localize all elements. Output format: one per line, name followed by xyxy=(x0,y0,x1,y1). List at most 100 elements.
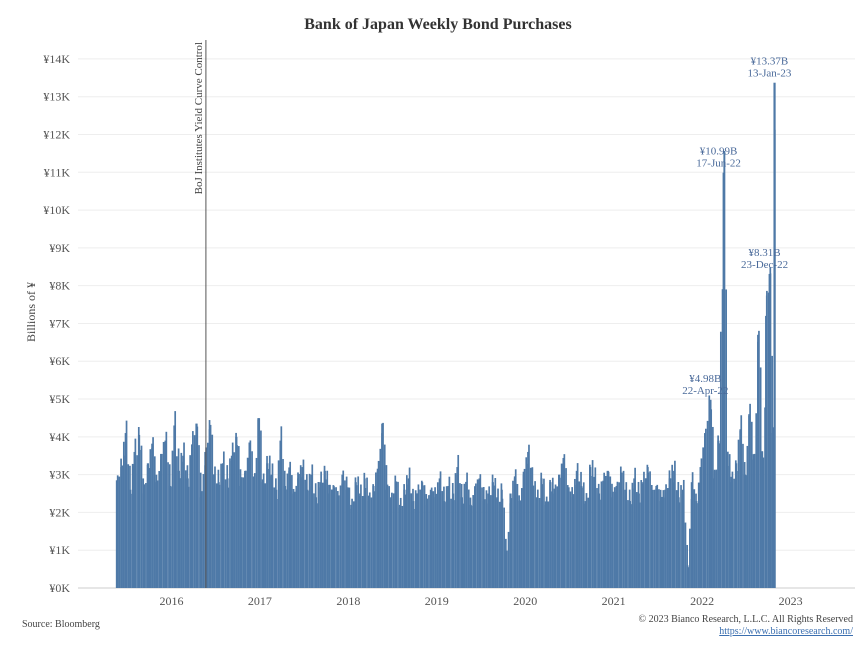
bar xyxy=(445,486,448,588)
bar xyxy=(436,482,439,588)
grid-lines xyxy=(78,58,855,589)
bar xyxy=(715,469,718,588)
bar xyxy=(198,445,200,588)
bar xyxy=(246,457,249,588)
bar xyxy=(472,495,475,588)
bar xyxy=(690,482,693,588)
bar xyxy=(650,497,654,588)
bar xyxy=(556,486,559,588)
bar xyxy=(155,482,158,588)
bar xyxy=(681,489,685,588)
bar xyxy=(370,497,373,588)
bar xyxy=(520,488,523,588)
bar xyxy=(186,478,189,588)
bar xyxy=(419,489,421,588)
bar xyxy=(335,487,337,588)
bar xyxy=(438,478,441,588)
bar xyxy=(575,470,578,588)
bar xyxy=(383,444,386,588)
y-tick-label: ¥12K xyxy=(43,127,70,141)
bar xyxy=(180,452,183,588)
bar xyxy=(344,480,346,588)
bar xyxy=(206,442,209,588)
bar xyxy=(450,498,452,588)
website-link[interactable]: https://www.biancoresearch.com/ xyxy=(719,626,853,637)
x-tick-label: 2020 xyxy=(513,594,537,608)
bar xyxy=(252,478,256,588)
bar xyxy=(193,435,196,588)
bar xyxy=(478,478,481,588)
bar xyxy=(184,470,187,588)
bar xyxy=(742,443,744,588)
bar xyxy=(675,490,678,588)
bar xyxy=(627,500,629,588)
bar xyxy=(168,485,172,588)
bar xyxy=(394,482,397,588)
bar xyxy=(301,467,304,588)
bar xyxy=(659,501,662,588)
bar xyxy=(615,485,618,588)
bar xyxy=(239,485,242,588)
bar xyxy=(686,565,689,588)
bar xyxy=(261,482,264,588)
bar xyxy=(405,475,408,588)
bar xyxy=(549,482,552,588)
bar xyxy=(397,481,399,588)
bar xyxy=(666,488,669,588)
bar xyxy=(416,493,419,588)
bar xyxy=(268,455,271,588)
bar xyxy=(392,493,395,588)
bar xyxy=(425,504,428,588)
x-tick-label: 2018 xyxy=(336,594,360,608)
y-axis-label: Billions of ¥ xyxy=(24,282,38,342)
bar xyxy=(330,489,333,588)
annotation-date: 17-Jun-22 xyxy=(696,158,741,170)
bar xyxy=(750,421,753,588)
bar xyxy=(551,477,554,588)
bar xyxy=(658,489,660,588)
bar xyxy=(500,489,503,588)
bar xyxy=(503,507,505,588)
bar xyxy=(385,489,388,588)
bar xyxy=(699,467,702,588)
bar xyxy=(145,483,147,588)
bar xyxy=(708,395,711,588)
bar xyxy=(460,497,463,588)
bar xyxy=(235,436,238,588)
bar xyxy=(429,489,433,588)
bar xyxy=(149,449,152,588)
bar xyxy=(518,501,521,588)
bar xyxy=(743,474,747,588)
bar xyxy=(527,451,530,588)
bar xyxy=(737,439,740,588)
bar xyxy=(124,433,127,588)
x-tick-label: 2017 xyxy=(248,594,272,608)
event-marker: BoJ Institutes Yield Curve Control xyxy=(193,40,207,588)
bar xyxy=(587,497,590,588)
bar xyxy=(297,478,300,588)
bar xyxy=(171,450,174,588)
bar xyxy=(319,482,322,588)
bar xyxy=(224,479,227,588)
y-tick-label: ¥10K xyxy=(43,203,70,217)
bar xyxy=(310,474,313,588)
bar xyxy=(644,478,647,588)
bar xyxy=(589,467,592,588)
bar xyxy=(695,501,698,588)
bar xyxy=(173,425,176,588)
bar xyxy=(292,493,295,588)
bar xyxy=(379,448,382,588)
bar xyxy=(611,497,614,588)
bar xyxy=(721,289,724,588)
bar xyxy=(443,501,446,588)
bar xyxy=(248,448,251,588)
bar xyxy=(609,476,612,588)
bar xyxy=(534,481,536,588)
bar xyxy=(773,82,776,588)
bar xyxy=(367,501,371,588)
bar xyxy=(605,475,607,588)
bar xyxy=(230,455,234,588)
bar xyxy=(211,434,214,588)
bar xyxy=(428,495,430,588)
bar xyxy=(401,505,404,588)
